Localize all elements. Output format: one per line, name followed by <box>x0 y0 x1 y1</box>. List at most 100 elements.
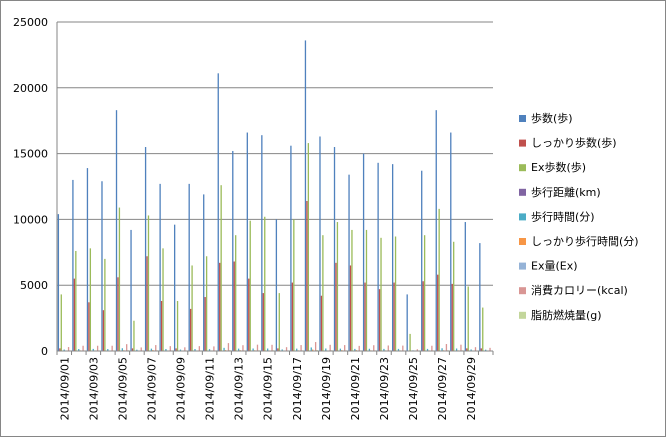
bar <box>256 344 259 351</box>
x-tick-label: 2014/09/13 <box>233 357 246 420</box>
bar <box>173 224 176 351</box>
bar <box>277 348 279 351</box>
bar <box>72 179 74 351</box>
legend-label: Ex歩数(歩) <box>531 160 586 174</box>
bar <box>351 229 353 351</box>
bar <box>82 345 84 351</box>
x-tick-label: 2014/09/25 <box>407 357 420 420</box>
bar <box>60 294 62 351</box>
bar <box>267 348 269 351</box>
bar <box>466 348 468 351</box>
bar <box>480 348 482 351</box>
bar <box>271 344 273 351</box>
bar <box>232 150 234 351</box>
bar <box>63 349 65 351</box>
bar <box>261 135 263 351</box>
bar <box>349 265 352 351</box>
bar <box>489 347 491 351</box>
bar <box>445 344 448 351</box>
x-tick-label: 2014/09/27 <box>436 357 449 420</box>
bar <box>126 344 128 351</box>
bar <box>455 348 458 351</box>
bar <box>325 348 327 351</box>
legend-swatch <box>519 262 526 270</box>
bar <box>348 174 350 351</box>
bar <box>426 348 429 351</box>
bar <box>121 348 123 351</box>
bar <box>75 250 77 351</box>
x-tick-label: 2014/09/11 <box>204 357 217 420</box>
bar <box>86 168 89 351</box>
bar <box>176 300 179 351</box>
bar <box>485 349 487 351</box>
bar <box>219 262 221 351</box>
legend-swatch <box>519 164 526 172</box>
bar <box>67 347 70 351</box>
legend-swatch <box>519 287 526 295</box>
bar <box>130 229 132 351</box>
bar <box>300 345 302 351</box>
bar <box>73 278 76 351</box>
y-tick-label: 25000 <box>13 16 48 29</box>
bar <box>203 194 205 351</box>
bar <box>101 181 103 351</box>
legend: 歩数(歩) しっかり歩数(歩) Ex歩数(歩) 歩行距離(km) 歩行時間(分) しっかり… <box>519 111 639 322</box>
bar <box>393 282 395 351</box>
bar <box>242 345 244 351</box>
bar <box>451 283 453 351</box>
bar <box>227 343 230 351</box>
bar <box>335 262 337 351</box>
y-tick-label: 20000 <box>13 82 48 95</box>
bar <box>155 345 157 351</box>
bar <box>78 349 80 351</box>
bar <box>175 348 177 351</box>
bar <box>189 308 192 351</box>
bar <box>96 345 99 351</box>
bar <box>57 214 60 351</box>
axes: 0 5000 10000 15000 20000 25000 2014/09/01 2014/… <box>13 16 494 420</box>
bar <box>291 282 294 351</box>
bar <box>373 345 375 351</box>
bar <box>339 348 341 351</box>
x-tick-label: 2014/09/23 <box>378 357 391 420</box>
bar <box>394 236 397 351</box>
legend-label: 脂肪燃焼量(g) <box>531 308 602 322</box>
y-tick-label: 10000 <box>13 213 48 226</box>
bar <box>184 347 186 351</box>
bar <box>333 147 336 351</box>
y-tick-label: 0 <box>41 345 48 358</box>
bar <box>464 222 466 351</box>
bar <box>118 207 121 351</box>
bar <box>387 345 389 351</box>
bar <box>460 344 462 351</box>
bar <box>104 258 106 351</box>
legend-label: Ex量(Ex) <box>531 260 578 273</box>
bar <box>383 348 385 351</box>
legend-label: 歩行距離(km) <box>531 185 601 199</box>
bar <box>391 164 394 351</box>
legend-label: しっかり歩数(歩) <box>531 136 617 150</box>
gridlines <box>57 21 493 286</box>
bar <box>235 235 237 351</box>
bar <box>368 348 371 351</box>
x-tick-label: 2014/09/09 <box>175 357 188 420</box>
bar <box>102 310 105 351</box>
bar <box>264 216 266 351</box>
legend-swatch <box>519 115 526 122</box>
bar <box>281 349 283 351</box>
x-tick-label: 2014/09/21 <box>349 357 362 420</box>
bar <box>423 235 426 351</box>
bar <box>217 73 219 351</box>
bar <box>107 349 109 351</box>
bar <box>377 162 379 351</box>
bar <box>450 132 452 351</box>
bar <box>115 110 118 351</box>
bar <box>365 229 368 351</box>
legend-label: 歩行時間(分) <box>531 209 595 223</box>
bar <box>88 302 90 351</box>
bar <box>409 333 411 351</box>
bars <box>57 40 493 352</box>
bar <box>59 348 61 351</box>
bar <box>320 295 323 351</box>
bar <box>169 346 171 351</box>
